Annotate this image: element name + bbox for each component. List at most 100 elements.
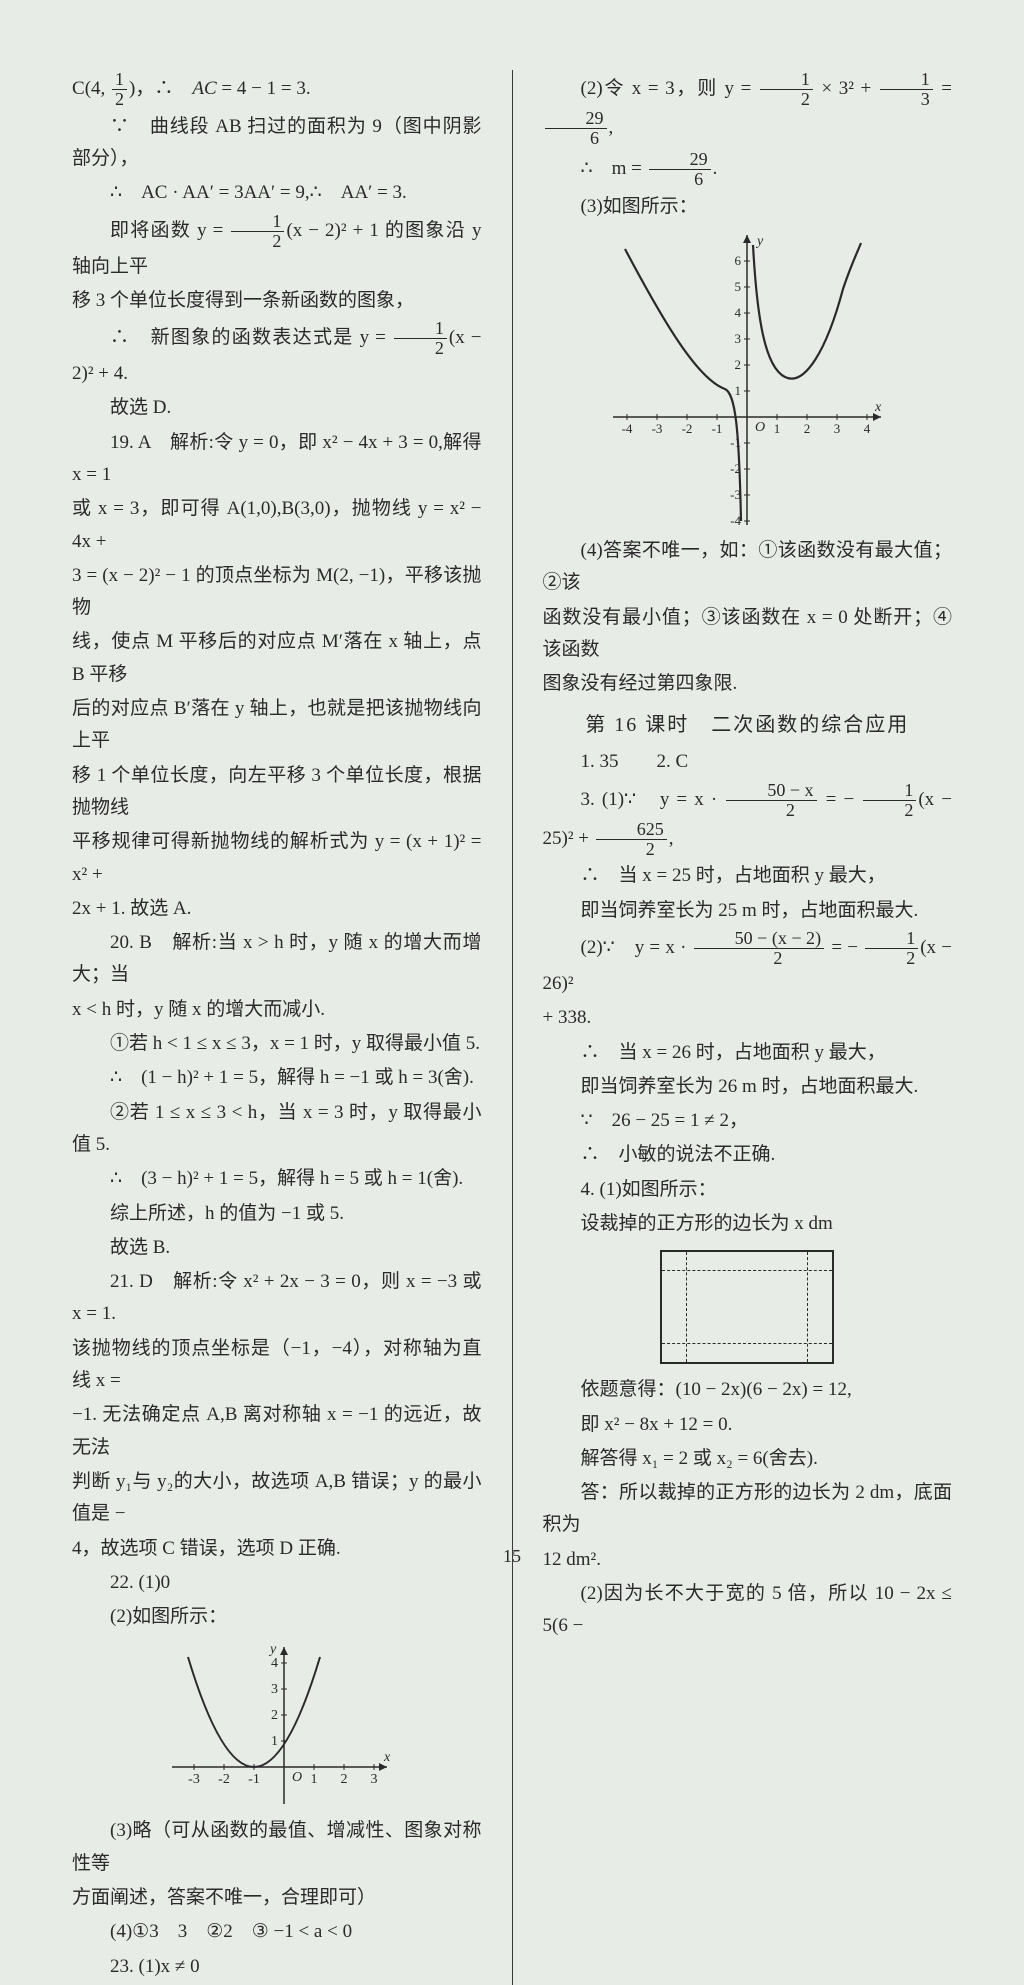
svg-text:-3: -3 <box>188 1772 200 1787</box>
text-line: 线，使点 M 平移后的对应点 M′落在 x 轴上，点 B 平移 <box>72 626 482 691</box>
frac-num: 1 <box>880 70 933 90</box>
text-line: (2)如图所示： <box>72 1601 482 1633</box>
fraction: 12 <box>231 212 284 251</box>
text-line: 23. (1)x ≠ 0 <box>72 1951 482 1983</box>
svg-text:-4: -4 <box>622 421 633 436</box>
text-line: 答：所以裁掉的正方形的边长为 2 dm，底面积为 <box>543 1477 953 1542</box>
frac-num: 1 <box>865 929 918 949</box>
svg-text:3: 3 <box>735 331 742 346</box>
text-line: 图象没有经过第四象限. <box>543 668 953 700</box>
frac-den: 2 <box>863 801 916 820</box>
svg-text:-2: -2 <box>218 1772 230 1787</box>
svg-text:1: 1 <box>310 1772 317 1787</box>
fraction: 296 <box>649 150 711 189</box>
svg-text:3: 3 <box>834 421 841 436</box>
frac-num: 1 <box>863 781 916 801</box>
svg-text:-1: -1 <box>248 1772 260 1787</box>
frac-den: 2 <box>760 90 813 109</box>
text-line: 4. (1)如图所示： <box>543 1174 953 1206</box>
frac-num: 50 − (x − 2) <box>694 929 824 949</box>
text-line: 移 1 个单位长度，向左平移 3 个单位长度，根据抛物线 <box>72 760 482 825</box>
text-line: (4)答案不唯一，如：①该函数没有最大值；②该 <box>543 535 953 600</box>
text-line: (4)①3 3 ②2 ③ −1 < a < 0 <box>72 1916 482 1948</box>
svg-text:2: 2 <box>804 421 811 436</box>
frac-den: 2 <box>596 840 667 859</box>
text-line: 即将函数 y = 12(x − 2)² + 1 的图象沿 y 轴向上平 <box>72 212 482 283</box>
fraction: 12 <box>865 929 918 968</box>
text-line: 判断 y₁与 y₂的大小，故选项 A,B 错误；y 的最小值是 − <box>72 1466 482 1531</box>
text-line: (3)略（可从函数的最值、增减性、图象对称性等 <box>72 1815 482 1880</box>
text-line: 或 x = 3，即可得 A(1,0),B(3,0)，抛物线 y = x² − 4… <box>72 493 482 558</box>
fraction: 50 − (x − 2)2 <box>694 929 824 968</box>
svg-text:1: 1 <box>774 421 781 436</box>
column-divider <box>512 70 513 1985</box>
frac-num: 625 <box>596 820 667 840</box>
text-line: ∴ (1 − h)² + 1 = 5，解得 h = −1 或 h = 3(舍). <box>72 1062 482 1094</box>
text-line: ∴ 当 x = 26 时，占地面积 y 最大， <box>543 1037 953 1069</box>
text-span: 即将函数 y = <box>110 220 229 241</box>
text-line: 即当饲养室长为 25 m 时，占地面积最大. <box>543 895 953 927</box>
text-line: 设裁掉的正方形的边长为 x dm <box>543 1208 953 1240</box>
svg-text:-3: -3 <box>652 421 663 436</box>
text-line: (2)∵ y = x · 50 − (x − 2)2 = − 12(x − 26… <box>543 929 953 1000</box>
text-line: (3)如图所示： <box>543 191 953 223</box>
svg-text:1: 1 <box>735 383 742 398</box>
section-title: 第 16 课时 二次函数的综合应用 <box>543 708 953 742</box>
frac-den: 6 <box>649 170 711 189</box>
text-line: (2)因为长不大于宽的 5 倍，所以 10 − 2x ≤ 5(6 − <box>543 1578 953 1643</box>
text-span: 3. (1)∵ y = x · <box>581 789 725 810</box>
text-line: 即 x² − 8x + 12 = 0. <box>543 1409 953 1441</box>
text-line: ∴ 小敏的说法不正确. <box>543 1139 953 1171</box>
frac-den: 2 <box>231 232 284 251</box>
fraction: 12 <box>760 70 813 109</box>
frac-den: 6 <box>545 129 607 148</box>
text-line: (2)令 x = 3，则 y = 12 × 3² + 13 = 296, <box>543 70 953 148</box>
frac-num: 29 <box>649 150 711 170</box>
svg-text:1: 1 <box>271 1734 278 1749</box>
frac-num: 1 <box>394 319 447 339</box>
frac-num: 1 <box>231 212 284 232</box>
frac-den: 2 <box>694 949 824 968</box>
frac-num: 1 <box>112 70 127 90</box>
svg-text:4: 4 <box>271 1656 278 1671</box>
fraction: 12 <box>863 781 916 820</box>
frac-num: 1 <box>760 70 813 90</box>
svg-text:-2: -2 <box>682 421 693 436</box>
svg-text:2: 2 <box>271 1708 278 1723</box>
text-line: 该抛物线的顶点坐标是（−1，−4），对称轴为直线 x = <box>72 1333 482 1398</box>
text-span: ∴ m = <box>581 158 647 179</box>
text-line: 21. D 解析:令 x² + 2x − 3 = 0，则 x = −3 或 x … <box>72 1266 482 1331</box>
text-line: 故选 B. <box>72 1232 482 1264</box>
two-column-layout: C(4, 12)，∴ AC = 4 − 1 = 3. /* cosmetic: … <box>72 70 952 1985</box>
rational-svg: -4 -3 -2 -1 1 2 3 4 1 2 3 4 5 <box>607 229 887 529</box>
text-line: 20. B 解析:当 x > h 时，y 随 x 的增大而增大；当 <box>72 927 482 992</box>
text-line: 函数没有最小值；③该函数在 x = 0 处断开；④该函数 <box>543 602 953 667</box>
svg-text:3: 3 <box>370 1772 377 1787</box>
text-line: ∴ 新图象的函数表达式是 y = 12(x − 2)² + 4. <box>72 319 482 390</box>
text-line: ∴ AC · AA′ = 3AA′ = 9,∴ AA′ = 3. <box>72 177 482 209</box>
svg-text:x: x <box>874 400 882 415</box>
text-line: 3. (1)∵ y = x · 50 − x2 = − 12(x − 25)² … <box>543 781 953 859</box>
fraction: 6252 <box>596 820 667 859</box>
text-span: (2)令 x = 3，则 y = <box>581 78 758 99</box>
graph-rational: -4 -3 -2 -1 1 2 3 4 1 2 3 4 5 <box>543 229 953 529</box>
frac-num: 50 − x <box>726 781 816 801</box>
fraction: 50 − x2 <box>726 781 816 820</box>
text-span: = <box>935 78 952 99</box>
text-line: ∴ 当 x = 25 时，占地面积 y 最大， <box>543 860 953 892</box>
text-line: −1. 无法确定点 A,B 离对称轴 x = −1 的远近，故无法 <box>72 1399 482 1464</box>
text-line: ∵ 曲线段 AB 扫过的面积为 9（图中阴影部分）， <box>72 111 482 176</box>
svg-text:y: y <box>755 234 764 249</box>
fraction: 13 <box>880 70 933 109</box>
svg-text:3: 3 <box>271 1682 278 1697</box>
text-span: ∴ 新图象的函数表达式是 y = <box>110 327 392 348</box>
svg-text:x: x <box>383 1750 391 1765</box>
text-line: 故选 D. <box>72 392 482 424</box>
fraction: 296 <box>545 109 607 148</box>
fraction: 12 <box>394 319 447 358</box>
math-text: C <box>72 78 85 99</box>
text-line: ②若 1 ≤ x ≤ 3 < h，当 x = 3 时，y 取得最小值 5. <box>72 1097 482 1162</box>
box-diagram <box>543 1246 953 1368</box>
svg-text:O: O <box>755 420 765 435</box>
frac-den: 2 <box>726 801 816 820</box>
